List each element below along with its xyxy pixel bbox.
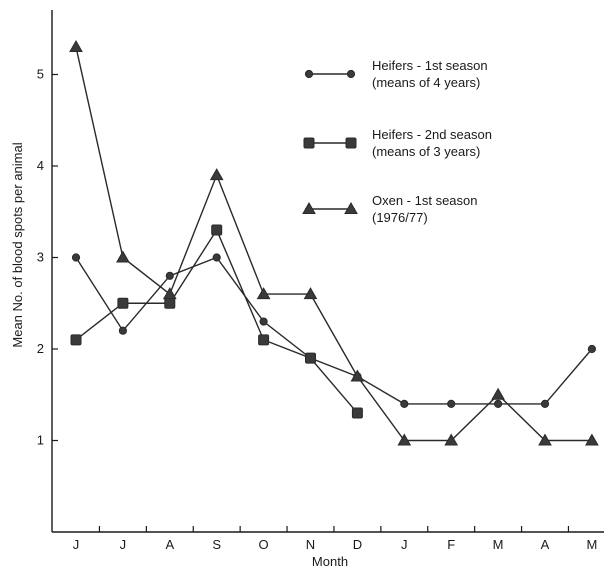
legend-marker: [304, 69, 314, 79]
data-point: [491, 387, 505, 400]
series-square: [70, 224, 363, 419]
y-tick-label: 3: [37, 250, 44, 265]
series-line: [75, 46, 592, 442]
x-tick-label: A: [541, 537, 550, 552]
x-tick-label: J: [120, 537, 127, 552]
legend-marker: [345, 137, 357, 149]
y-ticks: 1 2 3 4 5: [37, 67, 58, 448]
data-point: [211, 224, 223, 236]
x-tick-label: J: [73, 537, 80, 552]
data-point: [116, 250, 130, 263]
data-point: [444, 433, 459, 446]
series-triangle: [69, 40, 599, 446]
data-point: [351, 407, 363, 419]
data-point: [258, 334, 270, 346]
data-point: [165, 271, 174, 280]
legend-sublabel: (1976/77): [372, 210, 428, 225]
data-point: [587, 344, 597, 354]
legend-label: Heifers - 2nd season: [372, 127, 492, 142]
x-tick-label: M: [586, 537, 597, 552]
legend-marker: [302, 201, 316, 214]
legend: Heifers - 1st season(means of 4 years)He…: [302, 58, 492, 225]
x-axis-title: Month: [312, 554, 348, 569]
legend-label: Oxen - 1st season: [372, 193, 478, 208]
data-point: [540, 399, 550, 408]
x-tick-label: N: [306, 537, 315, 552]
data-point: [212, 253, 221, 262]
data-point: [162, 287, 177, 300]
data-point: [117, 297, 129, 309]
data-point: [164, 297, 176, 309]
data-point: [256, 287, 271, 300]
data-point: [585, 433, 599, 446]
data-point: [71, 253, 81, 262]
series-circle: [71, 253, 597, 408]
data-point: [400, 399, 409, 408]
data-point: [69, 40, 83, 53]
data-point: [447, 399, 456, 408]
legend-entry: Heifers - 1st season (means of 4 years): [304, 58, 488, 90]
data-point: [70, 334, 82, 346]
x-tick-label: S: [212, 537, 221, 552]
legend-marker: [303, 137, 315, 149]
y-tick-label: 4: [37, 158, 44, 173]
x-tick-label: O: [259, 537, 269, 552]
x-tick-label: D: [353, 537, 362, 552]
data-point: [538, 433, 552, 446]
data-point: [259, 317, 268, 326]
y-axis-title: Mean No. of blood spots per animal: [10, 142, 25, 347]
x-tick-label: F: [447, 537, 455, 552]
legend-marker: [346, 69, 356, 79]
y-tick-label: 1: [37, 433, 44, 448]
y-tick-label: 2: [37, 341, 44, 356]
x-tick-label: A: [165, 537, 174, 552]
legend-marker: [344, 201, 358, 214]
x-tick-label: M: [493, 537, 504, 552]
series-line: [75, 256, 593, 405]
legend-label: Heifers - 1st season: [372, 58, 488, 73]
series-layer: [69, 40, 599, 446]
axes: [51, 10, 604, 533]
data-point: [118, 326, 128, 335]
data-point: [305, 352, 316, 364]
data-point: [209, 168, 224, 181]
legend-entry: Oxen - 1st season (1976/77): [302, 193, 478, 225]
legend-entry: Heifers - 2nd season (means of 3 years): [303, 127, 492, 159]
y-tick-label: 5: [37, 67, 44, 82]
legend-sublabel: (means of 4 years): [372, 75, 480, 90]
x-tick-label: J: [401, 537, 408, 552]
data-point: [397, 433, 412, 446]
data-point: [494, 399, 503, 408]
data-point: [350, 369, 365, 382]
data-point: [303, 287, 318, 300]
legend-sublabel: (means of 3 years): [372, 144, 480, 159]
